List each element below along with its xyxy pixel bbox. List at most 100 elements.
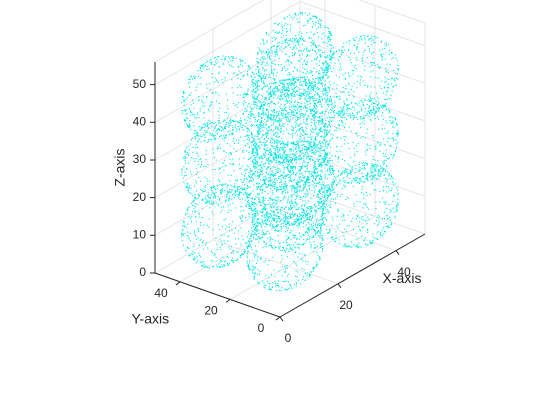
data-point [318,175,320,177]
data-point [237,238,239,240]
data-point [335,179,337,181]
data-point [286,154,288,156]
data-point [258,221,260,223]
data-point [251,133,253,135]
data-point [202,200,204,202]
data-point [215,202,217,204]
data-point [327,188,329,190]
data-point [306,179,308,181]
data-point [287,154,289,156]
data-point [268,183,270,185]
data-point [295,124,297,126]
data-point [213,123,215,125]
data-point [260,122,262,124]
data-point [336,95,338,97]
data-point [280,127,282,129]
data-point [293,180,295,182]
data-point [304,181,306,183]
data-point [360,230,362,232]
data-point [222,183,224,185]
data-point [292,165,294,167]
data-point [334,114,336,116]
data-point [304,154,306,156]
data-point [365,204,367,206]
data-point [233,193,235,195]
data-point [266,149,268,151]
data-point [311,174,313,176]
data-point [306,155,308,157]
data-point [219,199,221,201]
data-point [396,205,398,207]
data-point [341,158,343,160]
data-point [198,212,200,214]
data-point [290,204,292,206]
data-point [273,116,275,118]
data-point [313,152,315,154]
data-point [286,115,288,117]
data-point [288,207,290,209]
data-point [276,146,278,148]
data-point [344,243,346,245]
data-point [295,100,297,102]
data-point [279,121,281,123]
data-point [293,155,295,157]
data-point [350,130,352,132]
data-point [315,126,317,128]
data-point [388,44,390,46]
data-point [297,145,299,147]
data-point [208,127,210,129]
data-point [201,190,203,192]
data-point [324,192,326,194]
data-point [272,157,274,159]
data-point [217,178,219,180]
data-point [324,206,326,208]
data-point [248,267,250,269]
data-point [314,138,316,140]
data-point [328,190,330,192]
data-point [332,119,334,121]
data-point [246,188,248,190]
data-point [338,223,340,225]
data-point [367,178,369,180]
data-point [306,238,308,240]
data-point [276,126,278,128]
data-point [291,101,293,103]
data-point [296,90,298,92]
data-point [208,200,210,202]
data-point [329,174,331,176]
data-point [270,117,272,119]
data-point [352,229,354,231]
data-point [230,121,232,123]
data-point [290,147,292,149]
data-point [311,156,313,158]
data-point [335,177,337,179]
data-point [374,159,376,161]
data-point [268,289,270,291]
data-point [363,203,365,205]
data-point [183,166,185,168]
data-point [361,162,363,164]
data-point [361,176,363,178]
data-point [287,237,289,239]
data-point [392,120,394,122]
data-point [322,202,324,204]
data-point [329,165,331,167]
data-point [312,108,314,110]
data-point [285,235,287,237]
data-point [257,198,259,200]
data-point [326,153,328,155]
data-point [227,205,229,207]
data-point [302,200,304,202]
data-point [295,182,297,184]
data-point [286,144,288,146]
data-point [375,77,377,79]
data-point [301,166,303,168]
data-point [225,194,227,196]
data-point [313,241,315,243]
data-point [276,218,278,220]
data-point [258,133,260,135]
data-point [307,193,309,195]
data-point [235,243,237,245]
data-point [376,238,378,240]
data-point [207,183,209,185]
